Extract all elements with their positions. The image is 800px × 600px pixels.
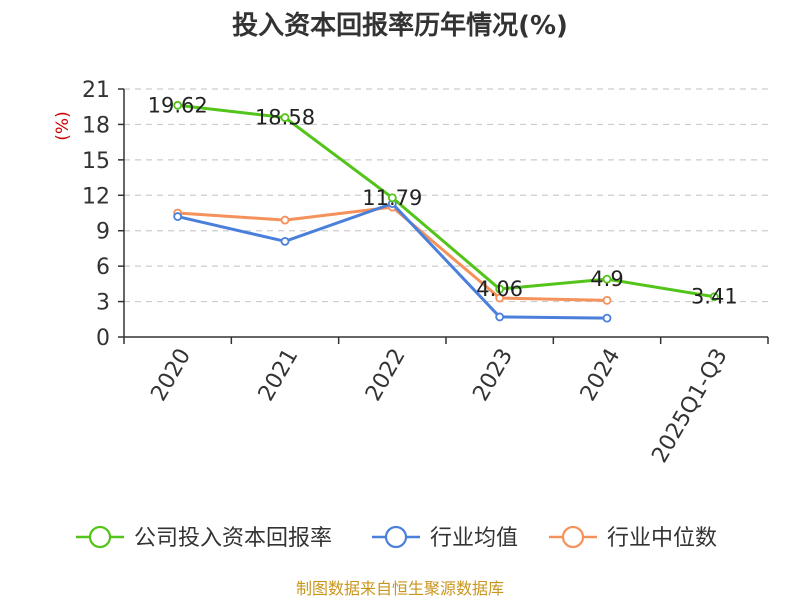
data-point — [280, 113, 290, 122]
series-line — [177, 202, 608, 320]
data-point — [280, 236, 290, 246]
data-label: 11.79 — [362, 186, 422, 210]
y-tick-label: 21 — [82, 78, 110, 103]
legend-item: 行业均值 — [372, 525, 518, 551]
data-point — [173, 100, 183, 110]
data-point — [495, 293, 505, 303]
data-point — [173, 212, 183, 221]
data-label: 18.58 — [255, 106, 315, 130]
series-0 — [173, 100, 719, 302]
x-tick-label: 2022 — [361, 345, 411, 406]
x-tick-label: 2021 — [254, 345, 304, 406]
grid-lines — [124, 88, 768, 303]
x-tick-label: 2023 — [468, 344, 518, 405]
data-point — [280, 215, 290, 225]
legend-marker-icon — [561, 525, 585, 549]
legend-marker-icon — [88, 525, 112, 549]
x-tick-label: 2024 — [576, 345, 626, 406]
series-2 — [173, 202, 612, 305]
y-tick-label: 0 — [96, 326, 110, 351]
source-note: 制图数据来自恒生聚源数据库 — [296, 579, 504, 598]
data-point — [495, 284, 505, 294]
legend-label: 公司投入资本回报率 — [134, 526, 332, 551]
data-point — [495, 312, 505, 322]
y-tick-label: 3 — [96, 291, 110, 316]
legend-label: 行业中位数 — [607, 526, 717, 551]
data-labels: 19.62 18.58 11.79 4.06 4.9 3.41 — [148, 93, 738, 308]
y-tick-label: 12 — [82, 184, 110, 209]
data-label: 4.06 — [476, 277, 523, 301]
y-axis-label: (%) — [53, 111, 73, 140]
data-point — [387, 193, 397, 203]
data-point — [709, 292, 719, 302]
series-line — [177, 103, 715, 299]
data-label: 3.41 — [691, 285, 738, 309]
y-tick-label: 15 — [82, 149, 110, 174]
x-tick-label: 2020 — [146, 345, 196, 406]
legend-label: 行业均值 — [430, 526, 518, 551]
y-tick-label: 6 — [96, 255, 110, 280]
legend-item: 公司投入资本回报率 — [76, 525, 332, 551]
x-tick-label: 2025Q1-Q3 — [647, 345, 732, 468]
data-point — [602, 313, 612, 323]
y-tick-label: 9 — [96, 220, 110, 245]
chart-title: 投入资本回报率历年情况(%) — [232, 10, 568, 41]
legend-marker-icon — [384, 525, 408, 549]
data-point — [602, 274, 612, 284]
data-point — [602, 295, 612, 305]
axes: 0 3 6 9 12 15 18 21 2020 2021 2022 2023 2024 2025Q1-Q… — [82, 78, 769, 468]
data-label: 19.62 — [148, 93, 208, 117]
data-label: 4.9 — [590, 267, 623, 291]
legend-item: 行业中位数 — [549, 525, 717, 551]
y-tick-label: 18 — [82, 113, 110, 138]
legend: 公司投入资本回报率 行业均值 行业中位数 — [76, 525, 717, 551]
series-layer — [173, 100, 719, 323]
